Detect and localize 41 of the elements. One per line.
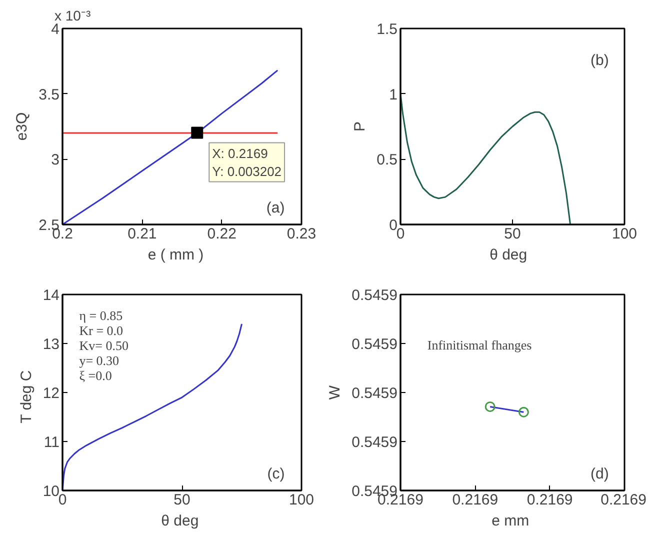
y-tick-label: 10 (42, 483, 60, 500)
x-tick-label: 0.2169 (526, 492, 573, 508)
annotation: Infinitismal fhanges (427, 338, 532, 353)
x-axis-title: e ( mm ) (148, 246, 204, 264)
x-tick-label: 0.21 (128, 226, 157, 242)
x-tick-label: 0.23 (286, 226, 316, 242)
y-axis-title: T deg C (18, 370, 35, 424)
x-tick-label: 100 (612, 226, 638, 242)
y-tick-label: 13 (42, 336, 60, 353)
x-tick-label: 50 (174, 492, 190, 508)
y-tick-label: 12 (42, 385, 60, 402)
y-tick-label: 0.5459 (352, 336, 398, 353)
y-tick-label: 3.5 (38, 86, 60, 104)
annotation: (a) (266, 200, 285, 217)
y-tick-label: 1 (389, 86, 398, 104)
x-tick-label: 0.2169 (600, 492, 647, 508)
x-axis-title: θ deg (161, 512, 199, 530)
annotation: η = 0.85 Kr = 0.0 Kv= 0.50 y= 0.30 ξ =0.0 (79, 308, 128, 384)
y-tick-label: 14 (42, 287, 60, 304)
y-tick-label: 0.5459 (352, 287, 398, 304)
x-tick-label: 50 (504, 226, 521, 242)
text: x 10⁻³ (54, 8, 91, 24)
y-tick-label: 4 (51, 21, 60, 38)
y-axis-title: e3Q (14, 112, 31, 141)
y-tick-label: 3 (51, 152, 60, 169)
x-tick-label: 100 (288, 492, 314, 508)
x-tick-label: 0.22 (207, 226, 236, 242)
annotation: (d) (590, 466, 609, 483)
annotation: (c) (267, 466, 285, 483)
annotation: X: 0.2169 Y: 0.003202 (212, 146, 282, 179)
y-tick-label: 0.5459 (352, 434, 398, 451)
annotation: (b) (590, 52, 609, 70)
y-tick-label: 1.5 (376, 21, 398, 38)
x-axis-title: θ deg (490, 246, 528, 264)
y-axis-title: W (326, 384, 344, 400)
y-tick-label: 0.5459 (352, 385, 398, 402)
y-tick-label: 0.5 (376, 152, 398, 169)
x-tick-label: 0.2169 (452, 492, 498, 508)
y-tick-label: 11 (44, 434, 60, 451)
x-axis-title: e mm (492, 512, 530, 530)
y-axis-title: P (352, 121, 369, 132)
